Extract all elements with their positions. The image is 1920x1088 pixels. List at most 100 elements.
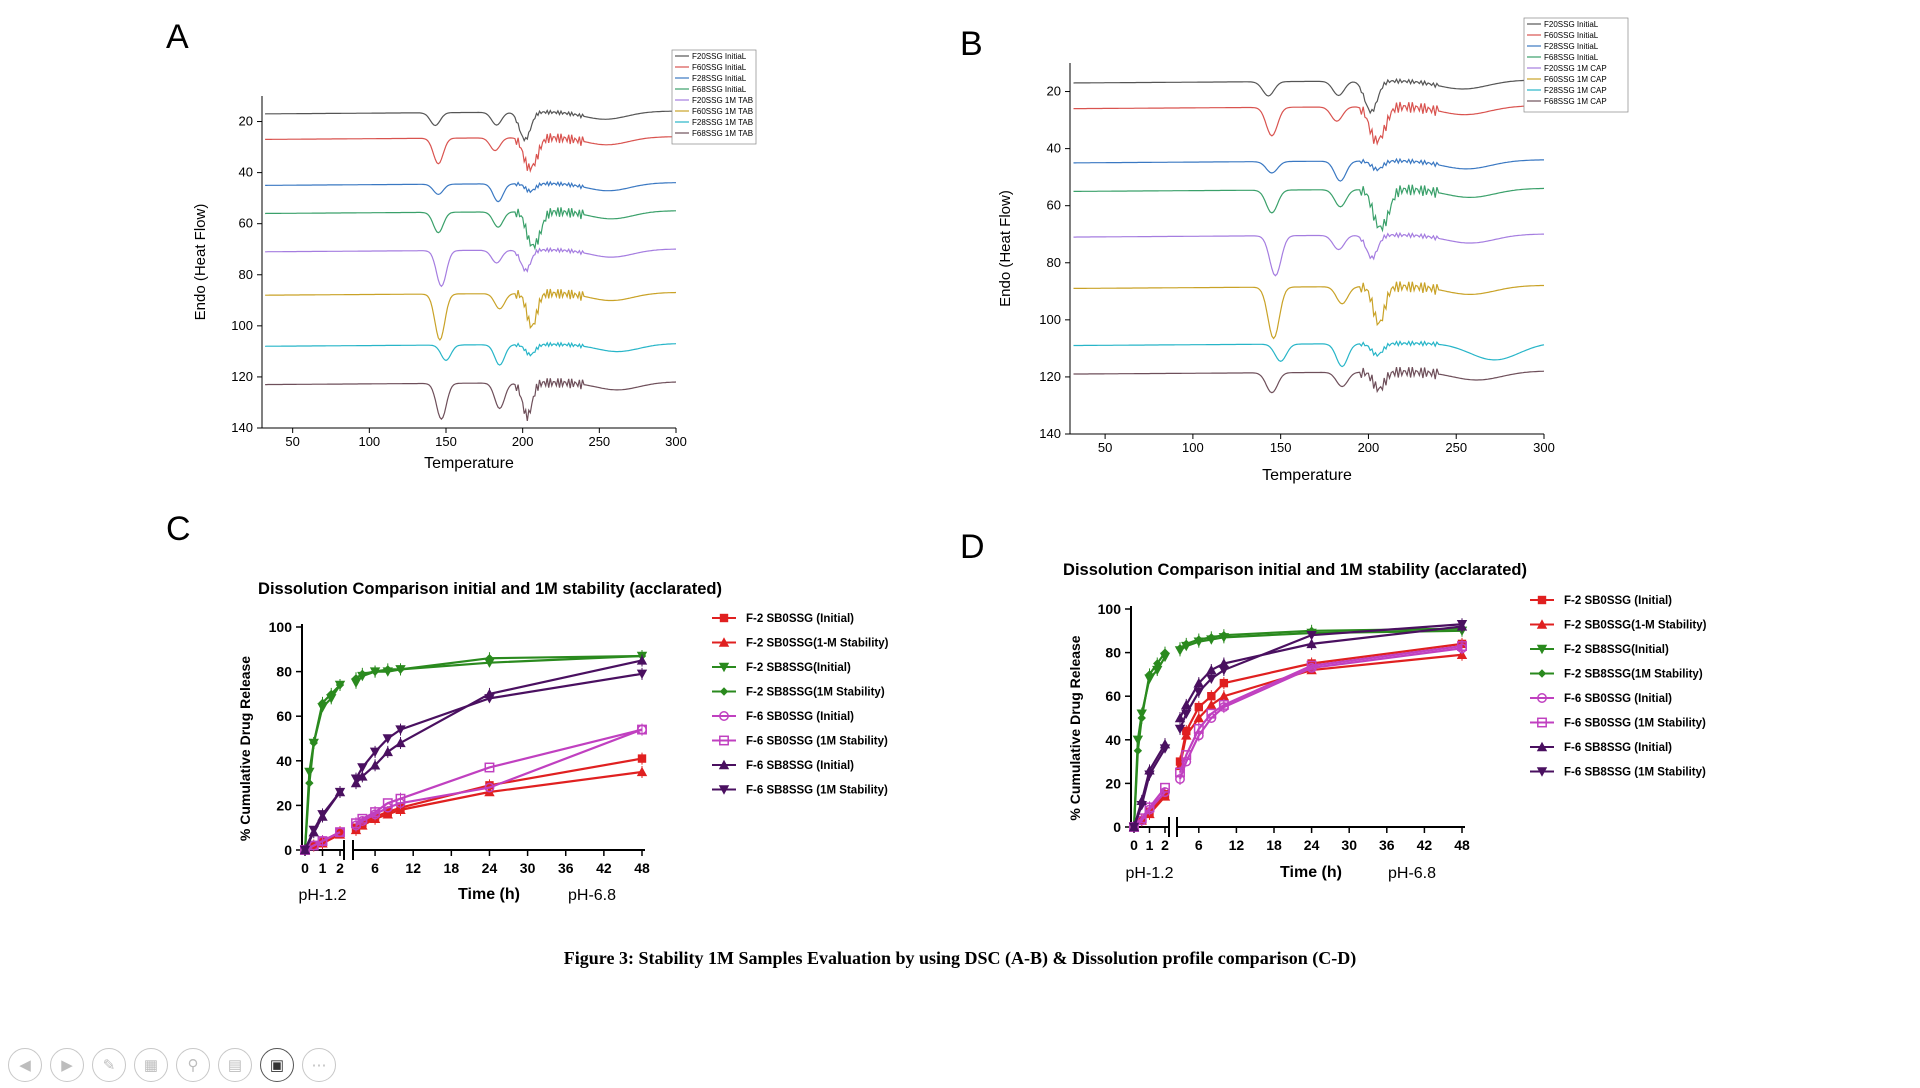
legend-label: F-2 SB8SSG(Initial) [1564,644,1669,656]
legend-label: F20SSG InitiaL [1544,20,1599,29]
data-point [369,747,381,758]
x-tick-label: 18 [444,860,460,876]
legend-label: F68SSG InitiaL [692,85,747,94]
legend-label: F68SSG InitiaL [1544,53,1599,62]
panel-letter-b: B [960,25,983,63]
data-point [718,662,730,673]
camera-icon[interactable]: ▣ [260,1048,294,1082]
x-tick-label: 48 [1454,837,1470,853]
data-point [382,809,393,819]
data-point [317,810,328,820]
subtitle-icon[interactable]: ▤ [218,1048,252,1082]
data-point [1306,638,1317,649]
x-tick-label: 0 [301,860,309,876]
y-tick-label: 140 [1039,426,1061,441]
data-point [1160,648,1170,657]
dsc-curve [265,288,677,342]
x-tick-label: 100 [1182,440,1204,455]
legend-label: F-2 SB0SSG (Initial) [746,613,854,625]
data-point [719,687,729,696]
x-tick-label: 1 [1146,837,1154,853]
data-point [357,771,368,781]
data-point [318,698,327,708]
data-point [351,674,361,683]
data-point [718,637,730,647]
prev-icon[interactable]: ◀ [8,1048,42,1082]
series-line [355,770,643,831]
x-tick-label: 300 [1533,440,1555,455]
more-icon[interactable]: ⋯ [302,1048,336,1082]
data-point [719,735,729,746]
panel-letter-c: C [166,510,191,548]
legend: F-2 SB0SSG (Initial) F-2 SB0SSG(1-M Stabi… [1530,595,1707,779]
series [300,723,647,856]
x-tick-label: 1 [319,860,327,876]
dissolution-chart-c: Dissolution Comparison initial and 1M st… [237,580,889,904]
figure-caption: Figure 3: Stability 1M Samples Evaluatio… [563,948,1357,968]
y-tick-label: 40 [1047,141,1061,156]
dsc-curve [265,133,676,173]
legend-label: F68SSG 1M TAB [692,129,753,138]
data-point [1306,630,1317,641]
x-tick-label: 36 [1379,837,1395,853]
y-tick-label: 100 [269,619,293,635]
legend-label: F-2 SB0SSG(1-M Stability) [1564,620,1707,632]
chart-title: Dissolution Comparison initial and 1M st… [258,580,722,598]
series [1129,637,1467,833]
data-point [484,694,495,704]
data-point [1537,669,1547,678]
data-point [1174,724,1186,735]
x-axis-label: Temperature [1262,467,1352,484]
legend-label: F-6 SB0SSG (Initial) [746,711,854,723]
dsc-curve [1073,101,1545,146]
pen-icon[interactable]: ✎ [92,1048,126,1082]
y-axis-label: Endo (Heat Flow) [997,190,1014,307]
y-tick-label: 60 [239,216,253,231]
data-point [327,689,336,699]
series [1128,648,1468,833]
data-point [1456,620,1468,630]
x-tick-label: 150 [1270,440,1292,455]
data-point [636,655,648,665]
x-tick-label: 30 [520,860,536,876]
data-point [1537,595,1547,605]
data-point [1181,730,1192,740]
y-tick-label: 20 [276,797,292,813]
ph-buffer-label: pH-6.8 [1388,865,1436,882]
x-tick-label: 300 [665,434,687,449]
y-tick-label: 100 [231,318,253,333]
legend-label: F28SSG InitiaL [692,74,747,83]
legend-label: F-6 SB8SSG (1M Stability) [1564,767,1706,779]
data-point [395,793,406,804]
x-tick-label: 250 [1445,440,1467,455]
dsc-curve [1073,281,1544,340]
legend-box [671,49,757,145]
legend-label: F28SSG 1M TAB [692,118,753,127]
dsc-chart-a: 50 100 150 200 250 300 20 40 60 80 100 120 140 Temper… [192,49,757,472]
y-tick-label: 80 [239,267,253,282]
dsc-curve [265,180,676,203]
legend-label: F68SSG 1M CAP [1544,97,1607,106]
x-tick-label: 50 [285,434,299,449]
data-point [485,654,494,663]
x-tick-label: 200 [512,434,534,449]
x-tick-label: 100 [358,434,380,449]
data-point [484,782,495,793]
legend: F20SSG InitiaL F60SSG InitiaL F28SSG Initi… [671,49,757,145]
legend: F-2 SB0SSG (Initial) F-2 SB0SSG(1-M Stabi… [712,613,889,797]
x-tick-label: 12 [405,860,421,876]
data-point [1153,659,1162,668]
y-tick-label: 60 [1105,688,1121,704]
series [1128,618,1468,833]
x-axis-label: Time (h) [458,886,520,903]
x-tick-label: 42 [1417,837,1433,853]
dsc-curve [1073,157,1544,182]
data-point [719,613,729,623]
data-point [484,762,495,773]
zoom-icon[interactable]: ⚲ [176,1048,210,1082]
y-tick-label: 60 [276,708,292,724]
data-point [299,845,311,856]
next-icon[interactable]: ▶ [50,1048,84,1082]
data-point [1536,741,1548,752]
grid-icon[interactable]: ▦ [134,1048,168,1082]
